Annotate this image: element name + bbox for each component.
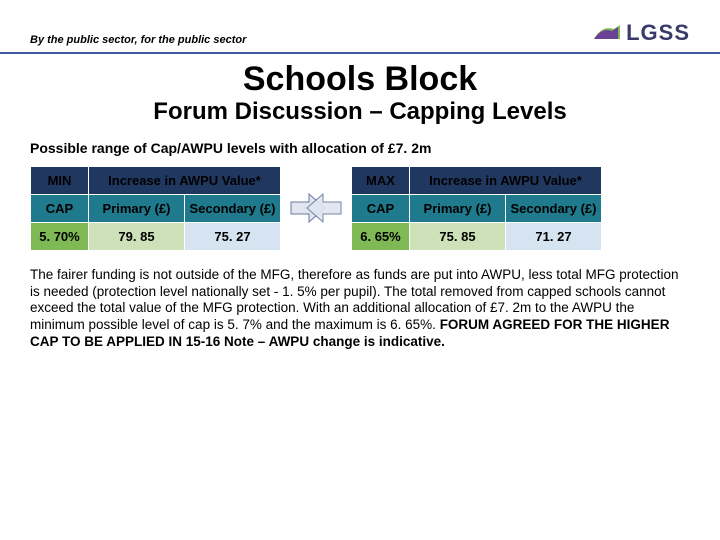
max-label: MAX [352,166,410,194]
intro-text: Possible range of Cap/AWPU levels with a… [30,140,690,156]
min-secondary-value: 75. 27 [185,222,281,250]
page-title: Schools Block [30,62,690,98]
min-cap-value: 5. 70% [31,222,89,250]
main-content: Schools Block Forum Discussion – Capping… [0,62,720,351]
tagline: By the public sector, for the public sec… [30,34,592,46]
page-subtitle: Forum Discussion – Capping Levels [30,98,690,126]
min-secondary-label: Secondary (£) [185,194,281,222]
tables-row: MIN Increase in AWPU Value* CAP Primary … [30,166,690,251]
min-table: MIN Increase in AWPU Value* CAP Primary … [30,166,281,251]
logo-mark-icon [592,21,622,45]
min-primary-label: Primary (£) [89,194,185,222]
max-secondary-value: 71. 27 [506,222,602,250]
header: By the public sector, for the public sec… [0,0,720,54]
min-span-header: Increase in AWPU Value* [89,166,281,194]
max-table: MAX Increase in AWPU Value* CAP Primary … [351,166,602,251]
logo: LGSS [592,20,690,46]
max-cap-value: 6. 65% [352,222,410,250]
min-label: MIN [31,166,89,194]
body-paragraph: The fairer funding is not outside of the… [30,267,690,351]
min-cap-label: CAP [31,194,89,222]
max-primary-value: 75. 85 [410,222,506,250]
max-primary-label: Primary (£) [410,194,506,222]
arrows-icon [289,188,343,228]
max-cap-label: CAP [352,194,410,222]
max-secondary-label: Secondary (£) [506,194,602,222]
logo-text: LGSS [626,20,690,46]
max-span-header: Increase in AWPU Value* [410,166,602,194]
min-primary-value: 79. 85 [89,222,185,250]
